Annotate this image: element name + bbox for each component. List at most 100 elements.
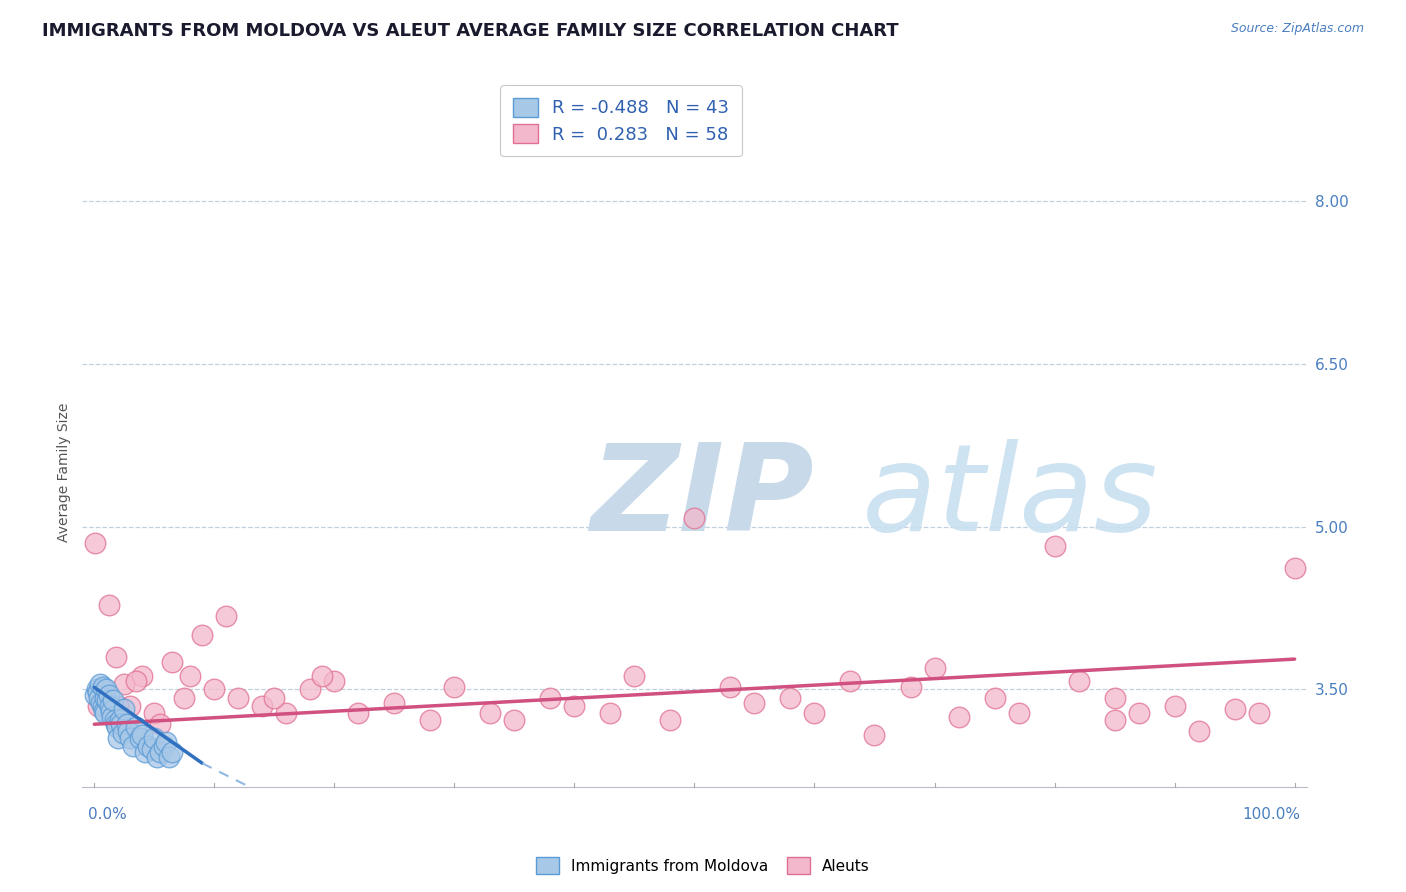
- Point: [839, 673, 862, 688]
- Point: [120, 731, 142, 746]
- Text: Source: ZipAtlas.com: Source: ZipAtlas.com: [1230, 22, 1364, 36]
- Point: [599, 706, 621, 721]
- Point: [191, 628, 214, 642]
- Point: [94, 691, 117, 706]
- Point: [129, 731, 152, 746]
- Point: [153, 739, 176, 753]
- Point: [89, 677, 111, 691]
- Point: [100, 704, 122, 718]
- Point: [136, 739, 159, 753]
- Point: [145, 749, 167, 764]
- Point: [110, 717, 132, 731]
- Point: [112, 677, 135, 691]
- Point: [87, 684, 110, 698]
- Point: [96, 682, 118, 697]
- Point: [107, 698, 129, 713]
- Point: [623, 669, 645, 683]
- Point: [155, 734, 177, 748]
- Point: [125, 673, 148, 688]
- Point: [900, 681, 922, 695]
- Point: [564, 698, 586, 713]
- Point: [104, 649, 127, 664]
- Point: [104, 713, 127, 727]
- Point: [215, 608, 238, 623]
- Point: [112, 702, 135, 716]
- Point: [143, 731, 166, 746]
- Point: [90, 696, 112, 710]
- Point: [91, 698, 114, 713]
- Point: [87, 691, 110, 706]
- Point: [105, 721, 128, 735]
- Point: [1223, 702, 1246, 716]
- Point: [538, 691, 561, 706]
- Point: [1187, 723, 1209, 738]
- Point: [108, 713, 131, 727]
- Point: [134, 746, 156, 760]
- Point: [323, 673, 346, 688]
- Point: [443, 681, 465, 695]
- Point: [1247, 706, 1270, 721]
- Point: [149, 746, 172, 760]
- Point: [84, 688, 107, 702]
- Point: [683, 511, 706, 525]
- Point: [120, 698, 142, 713]
- Point: [131, 728, 153, 742]
- Point: [112, 726, 135, 740]
- Point: [97, 688, 120, 702]
- Point: [115, 717, 138, 731]
- Point: [87, 698, 110, 713]
- Point: [1128, 706, 1150, 721]
- Point: [744, 696, 766, 710]
- Point: [84, 536, 107, 550]
- Point: [659, 713, 682, 727]
- Point: [252, 698, 274, 713]
- Point: [121, 739, 143, 753]
- Point: [1284, 561, 1306, 575]
- Point: [143, 706, 166, 721]
- Point: [720, 681, 742, 695]
- Point: [419, 713, 441, 727]
- Point: [93, 704, 115, 718]
- Point: [803, 706, 825, 721]
- Point: [162, 746, 184, 760]
- Point: [924, 661, 946, 675]
- Point: [117, 723, 139, 738]
- Legend: Immigrants from Moldova, Aleuts: Immigrants from Moldova, Aleuts: [530, 851, 876, 880]
- Point: [311, 669, 333, 683]
- Point: [276, 706, 298, 721]
- Point: [162, 656, 184, 670]
- Point: [157, 749, 180, 764]
- Point: [93, 682, 115, 697]
- Point: [263, 691, 285, 706]
- Point: [1104, 691, 1126, 706]
- Point: [179, 669, 201, 683]
- Text: 100.0%: 100.0%: [1243, 806, 1301, 822]
- Point: [101, 709, 124, 723]
- Point: [347, 706, 370, 721]
- Text: IMMIGRANTS FROM MOLDOVA VS ALEUT AVERAGE FAMILY SIZE CORRELATION CHART: IMMIGRANTS FROM MOLDOVA VS ALEUT AVERAGE…: [42, 22, 898, 40]
- Point: [96, 693, 118, 707]
- Point: [779, 691, 801, 706]
- Point: [131, 669, 153, 683]
- Text: 0.0%: 0.0%: [89, 806, 127, 822]
- Point: [104, 717, 127, 731]
- Point: [103, 693, 125, 707]
- Text: ZIP: ZIP: [591, 439, 814, 556]
- Point: [948, 709, 970, 723]
- Point: [202, 682, 225, 697]
- Point: [1007, 706, 1029, 721]
- Point: [86, 682, 108, 697]
- Y-axis label: Average Family Size: Average Family Size: [58, 403, 72, 542]
- Point: [94, 706, 117, 721]
- Point: [382, 696, 405, 710]
- Point: [98, 698, 121, 713]
- Point: [91, 681, 114, 695]
- Point: [125, 721, 148, 735]
- Point: [1067, 673, 1090, 688]
- Point: [173, 691, 195, 706]
- Point: [479, 706, 502, 721]
- Point: [228, 691, 250, 706]
- Point: [97, 598, 120, 612]
- Point: [863, 728, 886, 742]
- Point: [299, 682, 322, 697]
